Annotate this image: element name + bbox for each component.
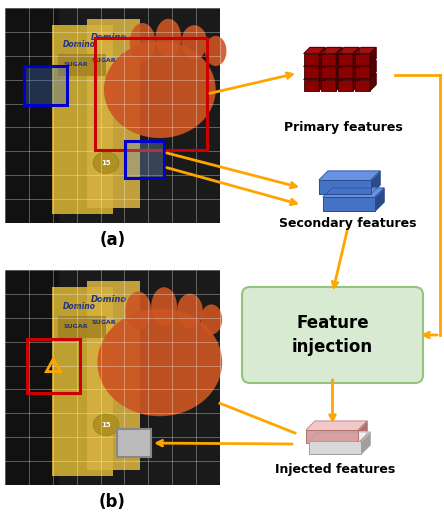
Ellipse shape: [155, 19, 181, 58]
Bar: [5, 270, 59, 485]
Polygon shape: [321, 61, 342, 66]
Polygon shape: [355, 61, 376, 66]
Ellipse shape: [181, 25, 207, 60]
Bar: [306, 430, 358, 443]
Ellipse shape: [201, 304, 222, 335]
Text: Feature
injection: Feature injection: [292, 314, 373, 356]
Bar: [338, 53, 353, 64]
Bar: [27, 339, 80, 393]
Polygon shape: [361, 432, 370, 454]
Bar: [355, 66, 370, 78]
Text: 15: 15: [101, 160, 111, 166]
Polygon shape: [371, 171, 380, 194]
Bar: [355, 53, 370, 64]
FancyBboxPatch shape: [242, 287, 423, 383]
Text: 15: 15: [101, 422, 111, 428]
Polygon shape: [353, 61, 359, 78]
Bar: [58, 53, 107, 76]
Text: SUGAR: SUGAR: [63, 62, 87, 67]
Polygon shape: [353, 74, 359, 90]
Polygon shape: [319, 74, 325, 90]
Ellipse shape: [177, 293, 203, 328]
Polygon shape: [319, 47, 325, 64]
Polygon shape: [319, 61, 325, 78]
Polygon shape: [370, 47, 376, 64]
Bar: [24, 66, 67, 105]
Polygon shape: [336, 47, 342, 64]
Bar: [95, 38, 207, 150]
Bar: [319, 180, 371, 194]
Bar: [87, 19, 140, 208]
Polygon shape: [370, 74, 376, 90]
Ellipse shape: [205, 36, 226, 66]
Bar: [304, 53, 319, 64]
Polygon shape: [355, 47, 376, 53]
Bar: [5, 8, 59, 223]
Polygon shape: [375, 188, 384, 211]
Bar: [338, 66, 353, 78]
Bar: [58, 316, 107, 338]
Text: Domino: Domino: [63, 302, 96, 310]
Polygon shape: [338, 74, 359, 80]
Bar: [321, 66, 336, 78]
Bar: [321, 53, 336, 64]
Ellipse shape: [151, 287, 177, 326]
Text: Primary features: Primary features: [284, 120, 402, 134]
Text: Domino: Domino: [91, 33, 127, 42]
Bar: [52, 25, 112, 214]
Bar: [338, 80, 353, 90]
Bar: [304, 80, 319, 90]
Polygon shape: [338, 47, 359, 53]
Bar: [5, 270, 220, 485]
Polygon shape: [309, 432, 370, 441]
Text: Domino: Domino: [63, 40, 96, 49]
Bar: [87, 281, 140, 470]
Polygon shape: [358, 421, 367, 443]
Text: (b): (b): [99, 493, 126, 511]
Bar: [5, 8, 220, 223]
Bar: [304, 66, 319, 78]
Text: (a): (a): [99, 231, 126, 249]
Polygon shape: [336, 61, 342, 78]
Polygon shape: [304, 47, 325, 53]
Bar: [321, 80, 336, 90]
Bar: [125, 141, 164, 178]
Text: Secondary features: Secondary features: [279, 216, 417, 229]
Polygon shape: [338, 61, 359, 66]
Polygon shape: [319, 171, 380, 180]
Text: SUGAR: SUGAR: [63, 324, 87, 329]
Bar: [309, 441, 361, 454]
Polygon shape: [304, 61, 325, 66]
Text: Injected features: Injected features: [275, 464, 395, 476]
Polygon shape: [323, 188, 384, 197]
Polygon shape: [321, 74, 342, 80]
Polygon shape: [353, 47, 359, 64]
Text: SUGAR: SUGAR: [91, 320, 115, 325]
Bar: [323, 197, 375, 211]
Text: SUGAR: SUGAR: [91, 58, 115, 63]
Ellipse shape: [130, 23, 155, 62]
Ellipse shape: [97, 309, 222, 416]
Polygon shape: [370, 61, 376, 78]
Bar: [117, 429, 151, 457]
Bar: [52, 287, 112, 476]
Polygon shape: [304, 74, 325, 80]
Ellipse shape: [104, 41, 216, 138]
Polygon shape: [336, 74, 342, 90]
Polygon shape: [355, 74, 376, 80]
Ellipse shape: [93, 152, 119, 174]
Polygon shape: [306, 421, 367, 430]
Ellipse shape: [93, 414, 119, 435]
Text: Domino: Domino: [91, 295, 127, 304]
Bar: [355, 80, 370, 90]
Polygon shape: [321, 47, 342, 53]
Ellipse shape: [125, 291, 151, 330]
